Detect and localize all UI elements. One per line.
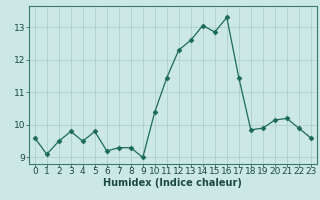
X-axis label: Humidex (Indice chaleur): Humidex (Indice chaleur) [103, 178, 242, 188]
